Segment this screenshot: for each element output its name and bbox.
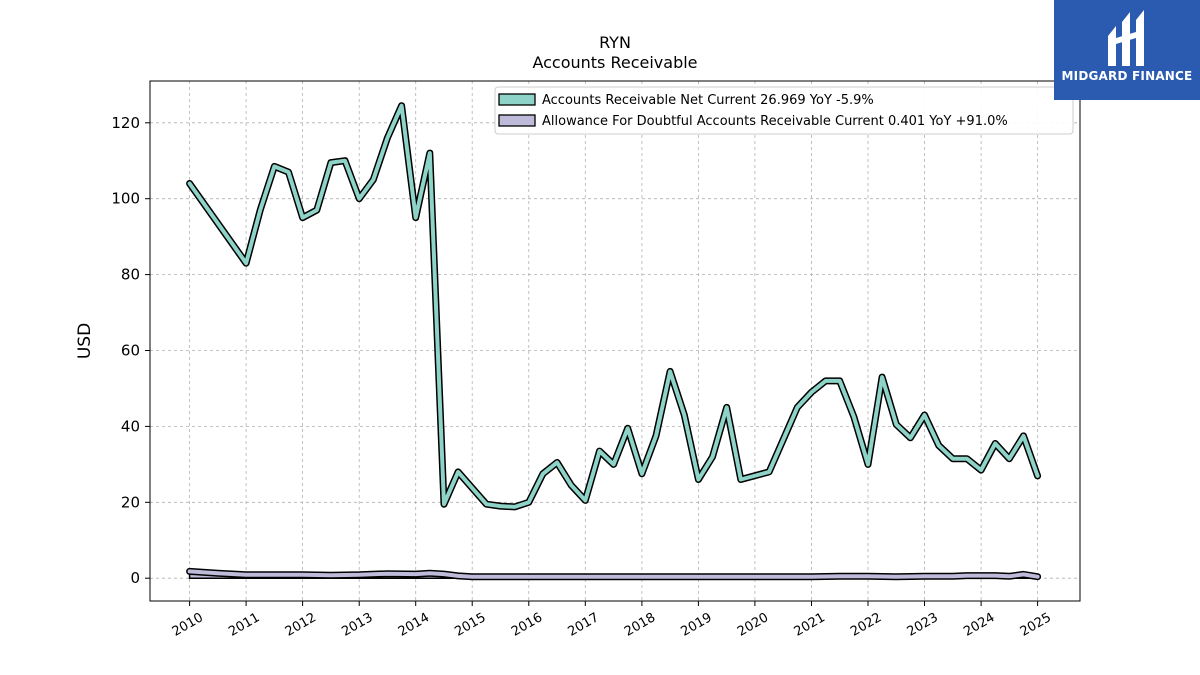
chart-subtitle: Accounts Receivable	[532, 53, 697, 72]
legend-label-allowance: Allowance For Doubtful Accounts Receivab…	[542, 114, 1008, 129]
grid-lines	[150, 81, 1080, 601]
y-tick-label: 60	[121, 342, 140, 360]
midgard-logo-icon	[1108, 10, 1144, 66]
legend-swatch-allowance	[498, 114, 536, 127]
brand-name: MIDGARD FINANCE	[1061, 69, 1193, 83]
x-tick-label: 2020	[735, 610, 771, 640]
legend-box	[494, 86, 1074, 135]
series-line-accounts-receivable	[187, 103, 1040, 509]
series-outline-accounts-receivable	[186, 102, 1042, 511]
x-tick-label: 2011	[226, 610, 262, 640]
legend-label-accounts-receivable: Accounts Receivable Net Current 26.969 Y…	[542, 93, 874, 108]
plot-frame	[149, 80, 1081, 602]
y-tick-label: 40	[121, 417, 140, 435]
y-tick-label: 100	[111, 190, 140, 208]
legend: Accounts Receivable Net Current 26.969 Y…	[494, 86, 1074, 135]
x-tick-label: 2013	[339, 610, 375, 640]
chart-title: RYN	[599, 33, 631, 52]
y-tick-label: 80	[121, 266, 140, 284]
legend-swatch-accounts-receivable	[498, 93, 536, 106]
x-tick-label: 2012	[283, 610, 319, 640]
y-axis-label: USD	[75, 323, 95, 359]
axes: 0 20 40 60 80 100 120 2010 2011 2012 2013 2014 2015 2…	[111, 114, 1054, 640]
series-layer	[186, 102, 1042, 581]
brand-logo: MIDGARD FINANCE	[1054, 0, 1200, 100]
y-tick-label: 120	[111, 114, 140, 132]
x-tick-label: 2021	[792, 610, 828, 640]
x-tick-label: 2010	[170, 610, 206, 640]
y-tick-label: 20	[121, 493, 140, 511]
x-tick-label: 2022	[848, 610, 884, 640]
series-line-allowance	[187, 569, 1040, 579]
x-tick-label: 2018	[622, 610, 658, 640]
x-tick-label: 2019	[679, 610, 715, 640]
y-tick-label: 0	[130, 569, 140, 587]
x-tick-label: 2024	[961, 610, 997, 640]
x-tick-label: 2015	[452, 610, 488, 640]
x-tick-label: 2016	[509, 610, 545, 640]
x-tick-label: 2025	[1018, 610, 1054, 640]
x-tick-label: 2017	[565, 610, 601, 640]
x-tick-label: 2023	[905, 610, 941, 640]
x-tick-label: 2014	[396, 610, 432, 640]
